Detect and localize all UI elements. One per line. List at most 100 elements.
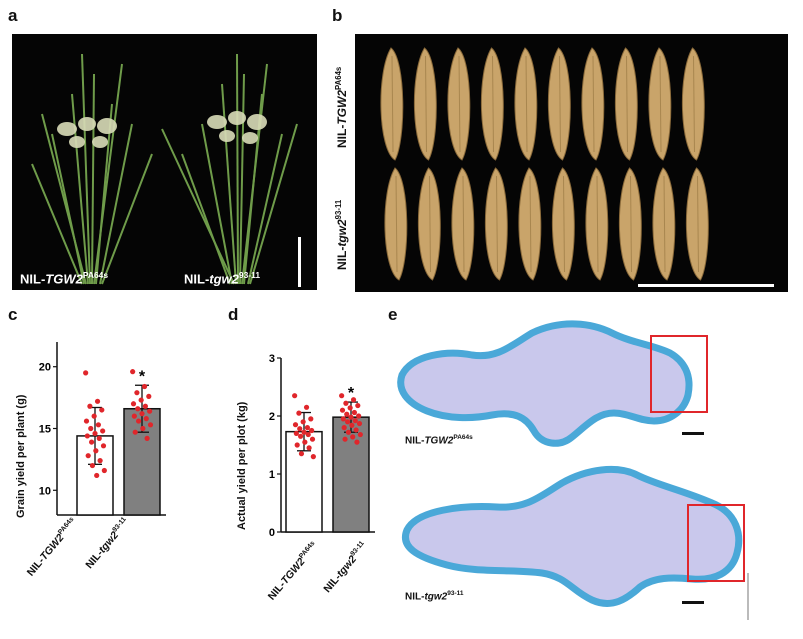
rice-grain-1-1 bbox=[417, 167, 441, 281]
data-point-1-15 bbox=[341, 425, 347, 431]
grain-row-label-bottom: NIL-tgw293-11 bbox=[334, 199, 349, 270]
data-point-1-5 bbox=[130, 401, 137, 407]
data-point-0-6 bbox=[95, 422, 101, 428]
data-point-1-1 bbox=[141, 383, 148, 390]
data-point-0-16 bbox=[97, 458, 103, 464]
panel-letter-e: e bbox=[388, 305, 398, 324]
data-point-1-8 bbox=[147, 408, 153, 414]
data-point-0-8 bbox=[309, 427, 315, 434]
panel-letter-c: c bbox=[8, 305, 18, 324]
data-point-0-1 bbox=[94, 398, 101, 404]
scale-bar-top bbox=[682, 432, 704, 435]
rice-grain-1-6 bbox=[585, 167, 609, 281]
plant-photo: NIL-TGW2PA64s NIL-tgw293-11 bbox=[12, 34, 317, 290]
data-point-0-6 bbox=[304, 425, 310, 431]
data-point-1-7 bbox=[135, 406, 141, 412]
y-tick-label-1: 1 bbox=[269, 469, 275, 481]
data-point-0-12 bbox=[298, 433, 304, 439]
chart-grain-yield: 10 15 20 * bbox=[39, 342, 166, 516]
data-point-0-17 bbox=[298, 451, 305, 457]
grain-row-label-top: NIL-TGW2PA64s bbox=[334, 66, 349, 148]
y-tick-label-3: 3 bbox=[269, 353, 275, 365]
data-point-0-9 bbox=[92, 430, 98, 437]
rice-grain-0-3 bbox=[480, 47, 504, 161]
rice-grain-0-8 bbox=[648, 47, 672, 161]
data-point-0-18 bbox=[310, 454, 316, 460]
data-point-0-11 bbox=[305, 431, 311, 438]
data-point-1-3 bbox=[355, 402, 361, 409]
data-point-1-12 bbox=[136, 418, 142, 424]
data-point-0-2 bbox=[296, 410, 302, 416]
data-point-0-14 bbox=[302, 439, 308, 445]
data-point-0-13 bbox=[309, 436, 316, 442]
data-point-0-8 bbox=[100, 428, 106, 434]
y-tick-label-0: 10 bbox=[39, 485, 51, 497]
chart-d-ylabel: Actual yield per plot (kg) bbox=[236, 401, 248, 530]
data-point-1-18 bbox=[357, 431, 363, 438]
y-tick-label-2: 2 bbox=[269, 411, 275, 423]
data-point-0-16 bbox=[306, 445, 312, 451]
data-point-1-12 bbox=[345, 419, 351, 425]
data-point-1-7 bbox=[344, 411, 350, 417]
data-point-0-15 bbox=[85, 453, 91, 459]
data-point-1-2 bbox=[134, 390, 140, 396]
highlight-box-bottom bbox=[687, 504, 745, 582]
rice-grain-1-7 bbox=[618, 167, 642, 281]
rice-grain-1-2 bbox=[451, 167, 475, 281]
rice-grain-0-9 bbox=[681, 47, 705, 161]
data-point-0-13 bbox=[100, 443, 107, 449]
data-point-1-1 bbox=[350, 397, 357, 403]
data-point-1-10 bbox=[131, 413, 137, 419]
panel-letter-b: b bbox=[332, 6, 343, 25]
significance-star-1: * bbox=[348, 385, 355, 402]
data-point-1-20 bbox=[342, 436, 348, 442]
data-point-0-1 bbox=[303, 404, 310, 410]
bar-1 bbox=[332, 416, 370, 533]
tissue-label-bottom: NIL-tgw293-11 bbox=[405, 590, 464, 603]
grain-photo bbox=[355, 34, 788, 292]
y-tick-label-0: 0 bbox=[269, 527, 275, 539]
significance-star-1: * bbox=[139, 368, 146, 385]
data-point-1-10 bbox=[340, 416, 346, 422]
scale-bar bbox=[298, 237, 301, 287]
plants-illustration bbox=[31, 53, 301, 287]
data-point-0-10 bbox=[84, 433, 90, 439]
data-point-1-13 bbox=[356, 420, 363, 427]
data-point-0-7 bbox=[297, 426, 303, 432]
data-point-0-5 bbox=[292, 422, 299, 428]
rice-grain-0-4 bbox=[514, 47, 538, 161]
data-point-0-4 bbox=[300, 419, 306, 425]
data-point-1-9 bbox=[348, 414, 354, 420]
rice-grain-1-5 bbox=[551, 167, 575, 281]
panel-letter-d: d bbox=[228, 305, 239, 324]
data-point-0-15 bbox=[294, 442, 300, 448]
data-point-1-19 bbox=[350, 434, 356, 440]
panel-letter-a: a bbox=[8, 6, 18, 25]
data-point-0-3 bbox=[99, 407, 105, 413]
data-point-1-4 bbox=[138, 397, 144, 403]
data-point-0-2 bbox=[87, 403, 93, 409]
rice-grain-1-3 bbox=[484, 167, 508, 281]
tissue-section-bottom bbox=[402, 465, 743, 607]
tissue-sections bbox=[397, 320, 749, 620]
data-point-1-17 bbox=[345, 429, 352, 435]
chart-c-ylabel: Grain yield per plant (g) bbox=[15, 394, 27, 518]
y-tick-label-1: 15 bbox=[39, 424, 51, 436]
rice-grain-0-6 bbox=[581, 47, 605, 161]
chart-actual-yield: 0 1 2 3 * bbox=[269, 353, 375, 539]
data-point-1-11 bbox=[352, 418, 358, 424]
data-point-1-9 bbox=[139, 411, 145, 417]
y-tick-label-2: 20 bbox=[39, 362, 51, 374]
highlight-box-top bbox=[650, 335, 708, 413]
data-point-0-0 bbox=[83, 370, 89, 376]
data-point-1-3 bbox=[146, 393, 152, 399]
data-point-1-11 bbox=[143, 416, 149, 422]
data-point-1-14 bbox=[140, 425, 146, 432]
scale-bar-bottom bbox=[682, 601, 704, 604]
data-point-1-6 bbox=[142, 403, 148, 409]
data-point-0-18 bbox=[101, 467, 107, 474]
data-point-0-17 bbox=[89, 462, 96, 469]
tissue-label-top: NIL-TGW2PA64s bbox=[405, 434, 473, 447]
rice-grain-0-7 bbox=[614, 47, 638, 161]
data-point-1-15 bbox=[132, 429, 138, 435]
